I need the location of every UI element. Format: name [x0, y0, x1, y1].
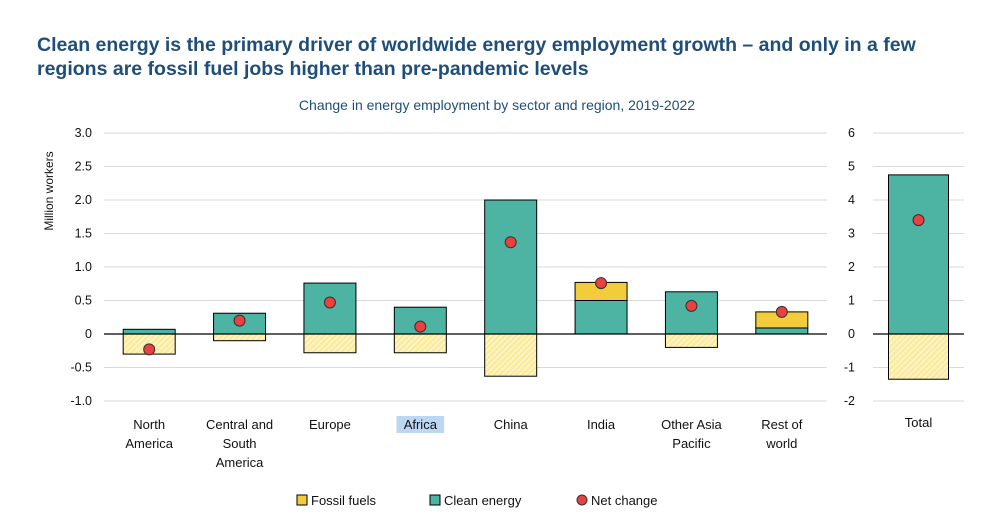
category-label: Africa	[404, 417, 438, 432]
total-chart: 6 5 4 3 2 1 0 -1 -2 Total	[844, 126, 964, 430]
legend-label: Clean energy	[444, 493, 522, 508]
net-change-point	[504, 236, 517, 249]
legend-fossil-fuels-swatch	[296, 494, 308, 506]
y-tick-label: 3	[848, 227, 855, 241]
net-change-point	[323, 296, 336, 309]
category-label: Rest of	[761, 417, 803, 432]
bar-fossil-fuels-decline	[213, 333, 267, 342]
chart-title: Clean energy is the primary driver of wo…	[37, 34, 916, 80]
y-tick-label: -1.0	[70, 394, 92, 408]
category-label: America	[125, 436, 173, 451]
category-highlight	[396, 416, 445, 433]
category-label: China	[494, 417, 529, 432]
y-tick-label: 3.0	[75, 126, 92, 140]
y-tick-label: 5	[848, 160, 855, 174]
legend-net-change-swatch	[576, 494, 588, 506]
y-tick-label: 0.5	[75, 294, 92, 308]
bar-fossil-fuels-decline	[484, 333, 538, 377]
y-axis-label: Million workers	[42, 151, 56, 230]
category-label: Other Asia	[661, 417, 722, 432]
category-label: world	[765, 436, 797, 451]
net-change-point	[233, 314, 246, 327]
chart-subtitle: Change in energy employment by sector an…	[298, 97, 696, 113]
bar-clean-energy	[755, 327, 809, 335]
bar-clean-energy	[664, 291, 718, 335]
y-tick-label: 2.5	[75, 160, 92, 174]
legend-clean-energy-swatch	[429, 494, 441, 506]
net-change-point	[414, 320, 427, 333]
category-label: Total	[905, 415, 933, 430]
bar-clean-energy	[303, 282, 357, 335]
legend: Fossil fuels Clean energy Net change	[296, 493, 658, 508]
net-change-point	[595, 277, 608, 290]
net-change-point	[143, 343, 156, 356]
y-tick-label: 0	[85, 327, 92, 341]
y-tick-label: 1	[848, 294, 855, 308]
net-change-point	[685, 299, 698, 312]
bar-clean-energy	[122, 328, 176, 335]
regional-chart: 3.0 2.5 2.0 1.5 1.0 0.5 0 -0.5 -1.0 North America C…	[42, 126, 827, 470]
y-tick-label: -2	[844, 394, 855, 408]
bar-fossil-fuels-decline	[303, 333, 357, 354]
y-tick-label: 1.5	[75, 227, 92, 241]
y-tick-label: -0.5	[70, 361, 92, 375]
y-tick-label: 4	[848, 193, 855, 207]
y-tick-label: -1	[844, 361, 855, 375]
category-label: America	[216, 455, 264, 470]
legend-label: Net change	[591, 493, 658, 508]
y-tick-label: 0	[848, 327, 855, 341]
category-label: Pacific	[672, 436, 711, 451]
bar-clean-energy	[888, 174, 949, 335]
y-tick-label: 2.0	[75, 193, 92, 207]
y-tick-label: 2	[848, 260, 855, 274]
category-label: India	[587, 417, 616, 432]
net-change-point	[775, 305, 788, 318]
y-tick-label: 6	[848, 126, 855, 140]
category-label: North	[133, 417, 165, 432]
category-label: Central and	[206, 417, 273, 432]
category-label: Europe	[309, 417, 351, 432]
bar-fossil-fuels-decline	[664, 333, 718, 348]
bar-fossil-fuels-decline	[393, 333, 447, 354]
bar-clean-energy	[574, 300, 628, 335]
category-label: South	[223, 436, 257, 451]
bar-clean-energy	[484, 199, 538, 335]
y-tick-label: 1.0	[75, 260, 92, 274]
legend-label: Fossil fuels	[311, 493, 377, 508]
bar-fossil-fuels-decline	[888, 333, 949, 380]
net-change-point	[912, 214, 925, 227]
